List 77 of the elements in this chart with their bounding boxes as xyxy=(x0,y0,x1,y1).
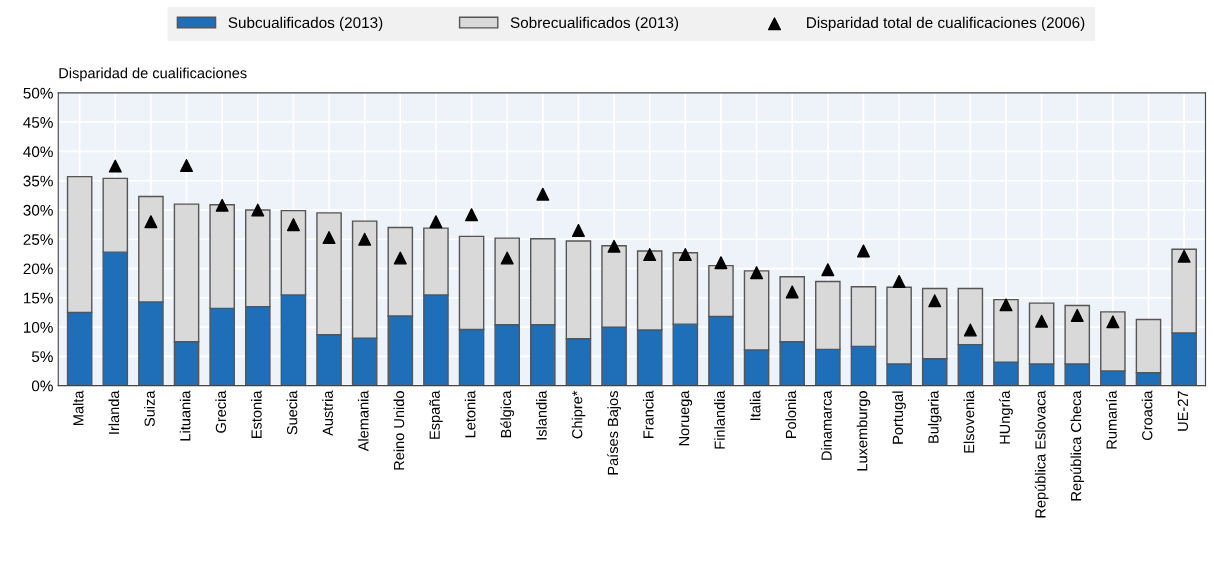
x-tick-label: España xyxy=(429,390,443,439)
y-tick-label: 50% xyxy=(23,87,53,99)
x-tick-label: Alemania xyxy=(357,390,369,452)
point xyxy=(180,158,194,173)
x-tick-label: Chipre* xyxy=(571,390,586,439)
point xyxy=(393,251,407,265)
point xyxy=(928,294,942,308)
point xyxy=(536,187,550,201)
point xyxy=(821,263,835,277)
point xyxy=(678,247,692,262)
x-tick-label: Irlanda xyxy=(108,390,120,434)
point xyxy=(1177,249,1191,263)
legend-label: Subcualificados (2013) xyxy=(228,16,383,32)
point xyxy=(144,215,158,229)
point xyxy=(999,298,1013,312)
point xyxy=(892,274,906,288)
y-tick-label: 15% xyxy=(24,292,53,304)
y-tick-label: 35% xyxy=(23,175,53,187)
point xyxy=(215,198,229,212)
y-tick-label: 45% xyxy=(23,117,53,128)
x-tick-label: Islandia xyxy=(536,390,547,440)
x-tick-label: Croacia xyxy=(1141,390,1153,441)
x-tick-label: HUngría xyxy=(999,390,1013,444)
x-tick-label: Bulgaria xyxy=(927,390,942,443)
x-tick-label: Suecia xyxy=(286,390,298,435)
point xyxy=(1035,314,1049,328)
x-tick-label: Austria xyxy=(322,390,333,436)
x-tick-label: Lituania xyxy=(179,390,191,441)
x-tick-label: Grecia xyxy=(215,390,227,433)
legend-label: Disparidad total de cualificaciones (2006) xyxy=(807,16,1085,32)
y-tick-label: 5% xyxy=(31,351,53,363)
point xyxy=(251,203,265,217)
x-tick-label: Reino Unido xyxy=(393,391,405,470)
point xyxy=(358,232,372,246)
y-tick-label: 30% xyxy=(23,204,53,216)
x-tick-label: Estonia xyxy=(250,390,262,438)
x-tick-label: Rumanía xyxy=(1105,390,1117,449)
point xyxy=(286,218,300,232)
x-tick-label: Portugal xyxy=(892,391,906,444)
x-tick-label: Países Bajos xyxy=(607,391,621,475)
x-tick-label: Letonia xyxy=(464,390,476,438)
x-tick-label: Malta xyxy=(72,390,84,425)
y-tick-label: 25% xyxy=(23,234,53,245)
point xyxy=(785,285,799,299)
x-tick-label: Elsovenia xyxy=(963,390,975,453)
point xyxy=(500,251,514,265)
y-tick-label: 10% xyxy=(24,321,53,333)
x-tick-label: Noruega xyxy=(679,390,693,446)
x-tick-label: Bélgica xyxy=(500,390,515,438)
point xyxy=(571,223,585,237)
y-axis-title: Disparidad de cualificaciones xyxy=(59,67,247,82)
x-tick-label: Finlandia xyxy=(714,390,725,449)
point xyxy=(1070,308,1084,322)
y-tick-label: 40% xyxy=(23,146,53,158)
point xyxy=(429,215,443,229)
point xyxy=(856,244,870,258)
point xyxy=(750,266,764,280)
y-tick-label: 20% xyxy=(23,263,53,275)
y-tick-label: 0% xyxy=(31,380,53,392)
point xyxy=(108,159,122,173)
point xyxy=(322,231,336,245)
x-tick-label: Italia xyxy=(749,390,761,420)
x-tick-label: Luxemburgo xyxy=(856,391,871,471)
point xyxy=(607,239,621,253)
x-tick-label: Francia xyxy=(642,390,654,438)
x-tick-label: República Checa xyxy=(1070,390,1085,501)
point xyxy=(1106,315,1120,329)
x-tick-label: República Eslovaca xyxy=(1034,390,1049,518)
x-tick-label: Suiza xyxy=(144,390,155,427)
x-tick-label: Polonia xyxy=(785,390,797,438)
point xyxy=(714,256,728,270)
point xyxy=(963,323,977,337)
x-tick-label: UE-27 xyxy=(1177,391,1189,431)
point xyxy=(465,208,479,222)
point xyxy=(643,247,657,262)
x-tick-label: Dinamarca xyxy=(821,390,832,460)
legend-label: Sobrecualificados (2013) xyxy=(510,16,679,32)
